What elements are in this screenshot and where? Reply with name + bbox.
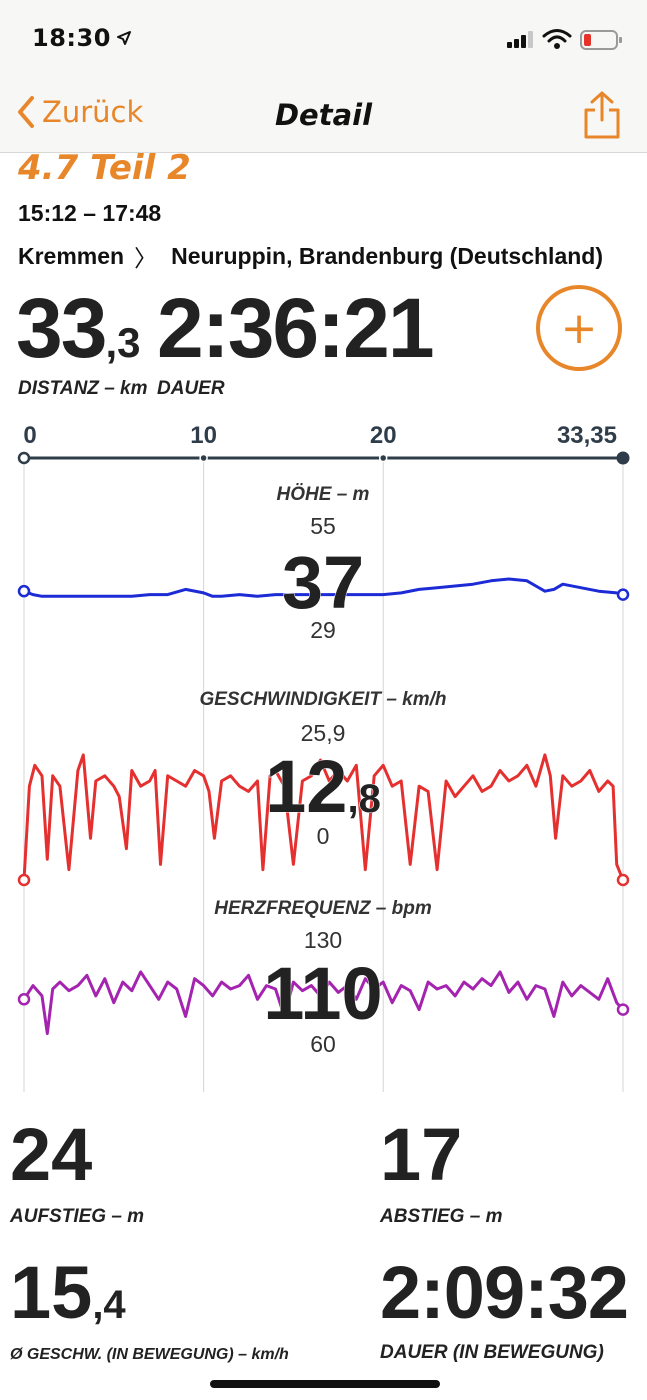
heart-rate-start-point — [17, 993, 31, 1006]
speed-chart: GESCHWINDIGKEIT – km/h 25,9 012,8 — [17, 689, 630, 887]
distance-tick-label: 10 — [190, 422, 217, 449]
route-end: Neuruppin, Brandenburg (Deutschland) — [171, 242, 603, 269]
elevation-end-point — [616, 588, 630, 601]
distance-axis: 0 10 20 33,35 — [17, 422, 630, 465]
descent-label: ABSTIEG – m — [380, 1206, 503, 1227]
back-button[interactable]: Zurück — [16, 92, 143, 132]
moving-duration-value: 2:09:32 — [380, 1251, 629, 1334]
descent-value: 17 — [380, 1113, 463, 1196]
speed-series-line — [22, 753, 625, 882]
duration-value: 2:36:21 — [157, 281, 435, 375]
navigation-bar: Zurück Detail — [0, 80, 647, 153]
page-title: Detail — [274, 98, 373, 132]
ascent-label: AUFSTIEG – m — [10, 1206, 145, 1227]
avg-speed-value: 15,4 — [10, 1251, 126, 1334]
elevation-start-point — [17, 584, 31, 598]
heart-rate-series-line — [22, 970, 625, 1036]
speed-chart-title: GESCHWINDIGKEIT – km/h — [199, 689, 446, 710]
avg-speed-label: Ø GESCHW. (IN BEWEGUNG) – km/h — [10, 1346, 289, 1363]
ascent-value: 24 — [10, 1113, 93, 1196]
activity-time-range: 15:12 – 17:48 — [18, 200, 162, 226]
moving-duration-label: DAUER (IN BEWEGUNG) — [380, 1342, 604, 1363]
route-chevron-icon: 〉 — [134, 245, 158, 271]
speed-average-value: 12,8 — [265, 745, 381, 828]
distance-tick-label: 0 — [23, 422, 36, 449]
wifi-icon — [542, 29, 572, 49]
axis-tick-marker — [199, 453, 208, 463]
elevation-average-value: 37 — [282, 541, 364, 624]
elevation-series-line — [22, 577, 625, 598]
distance-label: DISTANZ – km — [18, 378, 148, 399]
axis-end-marker — [616, 451, 630, 465]
battery-icon — [580, 30, 622, 50]
chevron-left-icon — [18, 96, 34, 128]
heart-rate-min-label: 60 — [310, 1031, 336, 1057]
elevation-min-label: 29 — [310, 617, 336, 643]
share-icon[interactable] — [582, 90, 622, 140]
elevation-chart-title: HÖHE – m — [277, 484, 370, 505]
distance-tick-label: 20 — [370, 422, 397, 449]
location-arrow-icon — [117, 31, 131, 45]
activity-route: Kremmen 〉 Neuruppin, Brandenburg (Deutsc… — [18, 239, 603, 273]
duration-label: DAUER — [157, 378, 225, 399]
speed-average-int: 12 — [265, 745, 347, 828]
speed-end-point — [616, 873, 630, 887]
plus-icon: + — [560, 302, 598, 354]
heart-rate-average-value: 110 — [263, 952, 382, 1035]
activity-title[interactable]: 4.7 Teil 2 — [18, 148, 191, 188]
distance-tick-label: 33,35 — [557, 422, 617, 449]
status-time: 18:30 — [32, 24, 111, 52]
elevation-max-label: 55 — [310, 513, 336, 539]
heart-rate-max-label: 130 — [304, 927, 342, 953]
speed-start-point — [17, 873, 31, 887]
route-start: Kremmen — [18, 242, 125, 269]
signal-icon — [507, 31, 533, 48]
add-button[interactable]: + — [536, 285, 622, 371]
distance-value: 33,3 — [16, 281, 141, 375]
home-indicator[interactable] — [210, 1380, 440, 1388]
heart-rate-chart-title: HERZFREQUENZ – bpm — [214, 898, 432, 919]
axis-tick-marker — [378, 453, 388, 463]
heart-rate-end-point — [616, 1003, 630, 1016]
speed-max-label: 25,9 — [301, 720, 346, 746]
status-bar: 18:30 — [0, 0, 647, 80]
axis-start-marker — [17, 451, 31, 465]
speed-average-dec: ,8 — [347, 777, 380, 821]
speed-min-label: 0 — [317, 823, 330, 849]
back-label: Zurück — [42, 95, 144, 129]
